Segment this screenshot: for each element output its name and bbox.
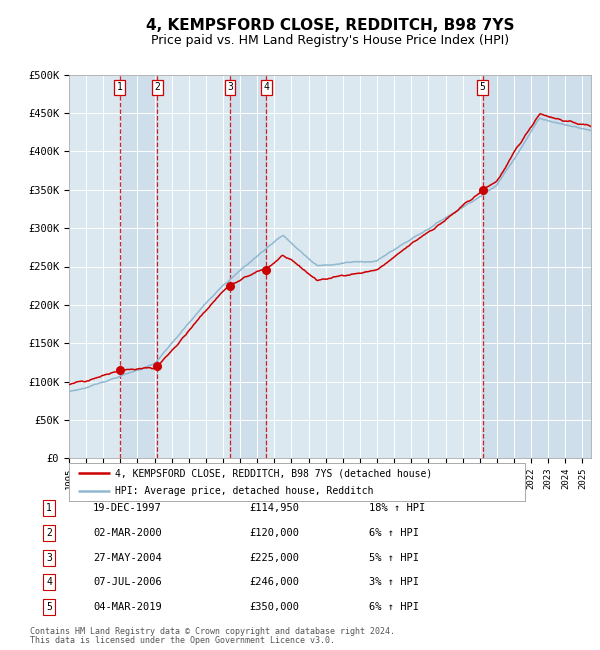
Text: 27-MAY-2004: 27-MAY-2004 [93, 552, 162, 563]
Text: £350,000: £350,000 [249, 602, 299, 612]
Text: 4: 4 [263, 83, 269, 92]
Text: 1: 1 [117, 83, 122, 92]
Text: 04-MAR-2019: 04-MAR-2019 [93, 602, 162, 612]
Text: Price paid vs. HM Land Registry's House Price Index (HPI): Price paid vs. HM Land Registry's House … [151, 34, 509, 47]
Text: £114,950: £114,950 [249, 503, 299, 514]
Text: 3: 3 [46, 552, 52, 563]
Text: £120,000: £120,000 [249, 528, 299, 538]
Text: 3: 3 [227, 83, 233, 92]
Text: 4: 4 [46, 577, 52, 588]
Text: 18% ↑ HPI: 18% ↑ HPI [369, 503, 425, 514]
Text: 07-JUL-2006: 07-JUL-2006 [93, 577, 162, 588]
Text: 6% ↑ HPI: 6% ↑ HPI [369, 602, 419, 612]
Text: 4, KEMPSFORD CLOSE, REDDITCH, B98 7YS (detached house): 4, KEMPSFORD CLOSE, REDDITCH, B98 7YS (d… [115, 469, 432, 478]
Text: 5: 5 [46, 602, 52, 612]
Text: £246,000: £246,000 [249, 577, 299, 588]
Text: £225,000: £225,000 [249, 552, 299, 563]
Text: 5% ↑ HPI: 5% ↑ HPI [369, 552, 419, 563]
Text: 3% ↑ HPI: 3% ↑ HPI [369, 577, 419, 588]
Text: 2: 2 [46, 528, 52, 538]
Text: 6% ↑ HPI: 6% ↑ HPI [369, 528, 419, 538]
Text: 2: 2 [155, 83, 160, 92]
Text: 19-DEC-1997: 19-DEC-1997 [93, 503, 162, 514]
Bar [230, 75, 266, 458]
Text: HPI: Average price, detached house, Redditch: HPI: Average price, detached house, Redd… [115, 486, 373, 497]
Text: 02-MAR-2000: 02-MAR-2000 [93, 528, 162, 538]
Text: This data is licensed under the Open Government Licence v3.0.: This data is licensed under the Open Gov… [30, 636, 335, 645]
Text: Contains HM Land Registry data © Crown copyright and database right 2024.: Contains HM Land Registry data © Crown c… [30, 627, 395, 636]
Text: 5: 5 [480, 83, 485, 92]
Text: 1: 1 [46, 503, 52, 514]
Text: 4, KEMPSFORD CLOSE, REDDITCH, B98 7YS: 4, KEMPSFORD CLOSE, REDDITCH, B98 7YS [146, 18, 514, 33]
Bar [482, 75, 591, 458]
Bar [119, 75, 157, 458]
